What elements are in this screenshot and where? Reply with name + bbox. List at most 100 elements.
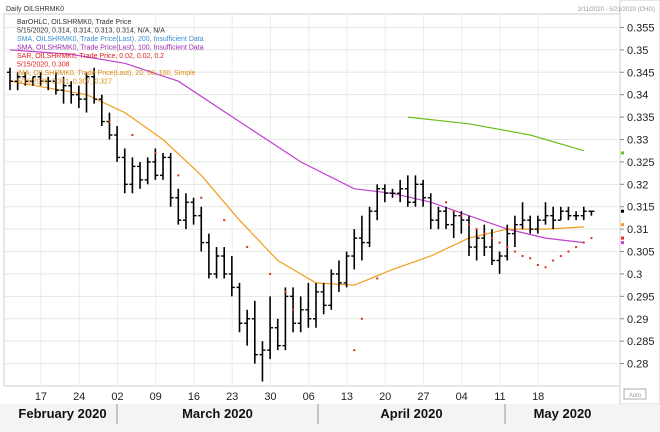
- month-label: April 2020: [380, 406, 442, 421]
- legend: Daily OILSHRMK0 BarOHLC, OILSHRMK0, Trade…: [6, 6, 204, 86]
- sar-dot: [513, 250, 516, 253]
- date-range-label: 2/11/2020 - 5/21/2020 (CHG): [578, 7, 655, 13]
- sar-dots: [108, 120, 593, 352]
- ohlc-bar: [7, 67, 13, 91]
- ohlc-bar: [351, 229, 358, 270]
- month-label: May 2020: [534, 406, 592, 421]
- sar-dot: [376, 277, 379, 280]
- ohlc-bar: [22, 72, 29, 86]
- sar-dot: [498, 241, 501, 244]
- sar-dot: [582, 241, 585, 244]
- sar-dot: [567, 250, 570, 253]
- ohlc-bar: [68, 81, 75, 104]
- y-tick-label: 0.305: [627, 247, 655, 259]
- sar-dot: [131, 134, 134, 137]
- last-value-marker: [621, 223, 624, 227]
- legend-entry: 5/15/2020, 0.311, 0.307, 0.327: [17, 79, 112, 86]
- grid-horizontal: [4, 26, 620, 365]
- ohlc-bar: [573, 211, 580, 221]
- sar-dot: [559, 255, 562, 258]
- ohlc-bar: [98, 94, 105, 127]
- ohlc-bar: [160, 152, 166, 180]
- ohlc-bar: [366, 206, 373, 248]
- ohlc-bar: [481, 224, 488, 257]
- plot-area: [3, 13, 621, 387]
- ohlc-bar: [121, 148, 128, 194]
- y-tick-label: 0.285: [627, 336, 655, 348]
- sar-dot: [460, 214, 463, 217]
- legend-entry: SAR, OILSHRMK0, Trade Price, 0.02, 0.02,…: [17, 53, 164, 60]
- ohlc-bar: [175, 188, 182, 225]
- y-axis-panel: [619, 0, 660, 405]
- month-label: February 2020: [18, 406, 106, 421]
- last-value-marker: [621, 236, 624, 240]
- ohlc-bar: [580, 206, 587, 221]
- ohlc-bar: [427, 193, 434, 230]
- last-value-marker: [621, 241, 624, 245]
- ohlc-bar: [358, 215, 365, 261]
- ohlc-bar: [305, 282, 312, 328]
- ohlc-bar: [274, 318, 281, 351]
- y-tick-label: 0.295: [627, 291, 655, 303]
- ohlc-bar: [83, 72, 90, 113]
- ohlc-bar: [190, 197, 197, 225]
- sar-dot: [575, 246, 578, 249]
- auto-badge: [623, 388, 647, 400]
- y-tick-label: 0.32: [627, 179, 648, 191]
- ohlc-bar: [236, 282, 243, 333]
- sar-dot: [475, 228, 478, 231]
- ohlc-bar: [542, 202, 549, 225]
- sar-dot: [269, 272, 272, 275]
- sar-dot: [353, 349, 356, 352]
- sar-dot: [223, 219, 226, 222]
- ohlc-bar: [221, 247, 228, 279]
- ohlc-bar: [466, 215, 472, 257]
- month-band: [0, 404, 660, 432]
- sar-dot: [360, 317, 363, 320]
- chart-title: Daily OILSHRMK0: [6, 6, 64, 13]
- x-tick-label: 11: [494, 391, 505, 403]
- y-tick-label: 0.33: [627, 134, 648, 146]
- legend-entry: SMA, OILSHRMK0, Trade Price(Last), 200, …: [17, 36, 204, 43]
- sar-dot: [468, 223, 470, 226]
- ohlc-bar: [420, 179, 427, 207]
- ohlc-bar: [320, 282, 327, 315]
- ohlc-bar: [114, 126, 121, 162]
- y-tick-label: 0.3: [627, 269, 642, 281]
- ohlc-bar: [313, 282, 319, 328]
- ohlc-bar: [167, 152, 174, 207]
- y-tick-label: 0.325: [627, 157, 655, 169]
- ma100-line: [407, 116, 584, 152]
- ohlc-bar: [389, 188, 396, 198]
- auto-badge-label: Auto: [629, 393, 642, 399]
- last-value-marker: [621, 151, 624, 155]
- ohlc-bar: [259, 341, 266, 382]
- ohlc-bar: [488, 229, 495, 265]
- x-tick-label: 23: [226, 391, 238, 403]
- ohlc-bar: [328, 269, 335, 310]
- ohlc-bar: [228, 256, 235, 297]
- x-tick-label: 30: [264, 391, 276, 403]
- y-tick-label: 0.315: [627, 202, 655, 214]
- ohlc-bar: [29, 76, 36, 86]
- ohlc-bars: [7, 67, 595, 382]
- ohlc-bar: [473, 229, 480, 261]
- ohlc-bar: [557, 206, 564, 221]
- sar-dot: [445, 201, 448, 204]
- ohlc-bar: [137, 161, 144, 189]
- y-tick-label: 0.29: [627, 314, 648, 326]
- ohlc-bar: [45, 76, 52, 91]
- y-tick-label: 0.28: [627, 359, 648, 371]
- ohlc-bar: [519, 202, 526, 230]
- ohlc-bar: [527, 215, 534, 234]
- ohlc-bar: [443, 206, 450, 230]
- ohlc-bar: [496, 251, 503, 274]
- ohlc-bar: [397, 179, 404, 203]
- legend-entry: 5/15/2020, 0.308: [17, 62, 70, 69]
- sar-dot: [490, 237, 493, 240]
- ohlc-bar: [335, 260, 342, 292]
- ohlc-bar: [412, 175, 419, 207]
- y-tick-label: 0.335: [627, 112, 655, 124]
- ohlc-bar: [91, 67, 98, 104]
